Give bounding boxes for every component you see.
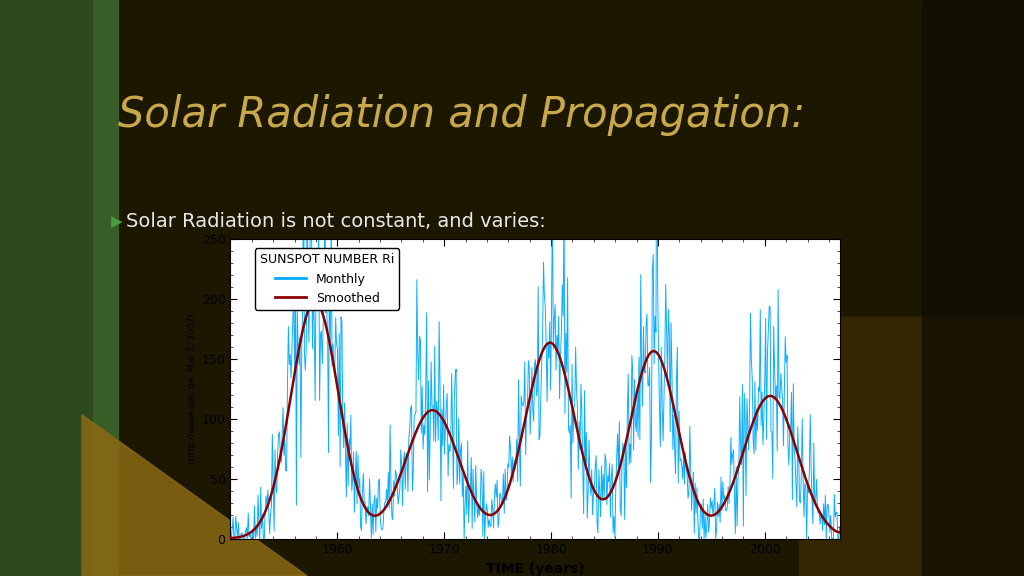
Bar: [0, 0, 118, 576]
Bar: [0, 0, 92, 576]
Bar: [799, 317, 1024, 576]
Polygon shape: [82, 415, 307, 576]
Legend: Monthly, Smoothed: Monthly, Smoothed: [255, 248, 399, 310]
Text: ▶: ▶: [111, 214, 122, 229]
Text: Solar Radiation is not constant, and varies:: Solar Radiation is not constant, and var…: [126, 213, 546, 231]
X-axis label: TIME (years): TIME (years): [485, 562, 585, 576]
Y-axis label: (http://www.sidc.be, Mar 1, 2007): (http://www.sidc.be, Mar 1, 2007): [188, 313, 198, 464]
Text: Solar Radiation and Propagation:: Solar Radiation and Propagation:: [118, 94, 805, 136]
Bar: [922, 0, 1024, 576]
